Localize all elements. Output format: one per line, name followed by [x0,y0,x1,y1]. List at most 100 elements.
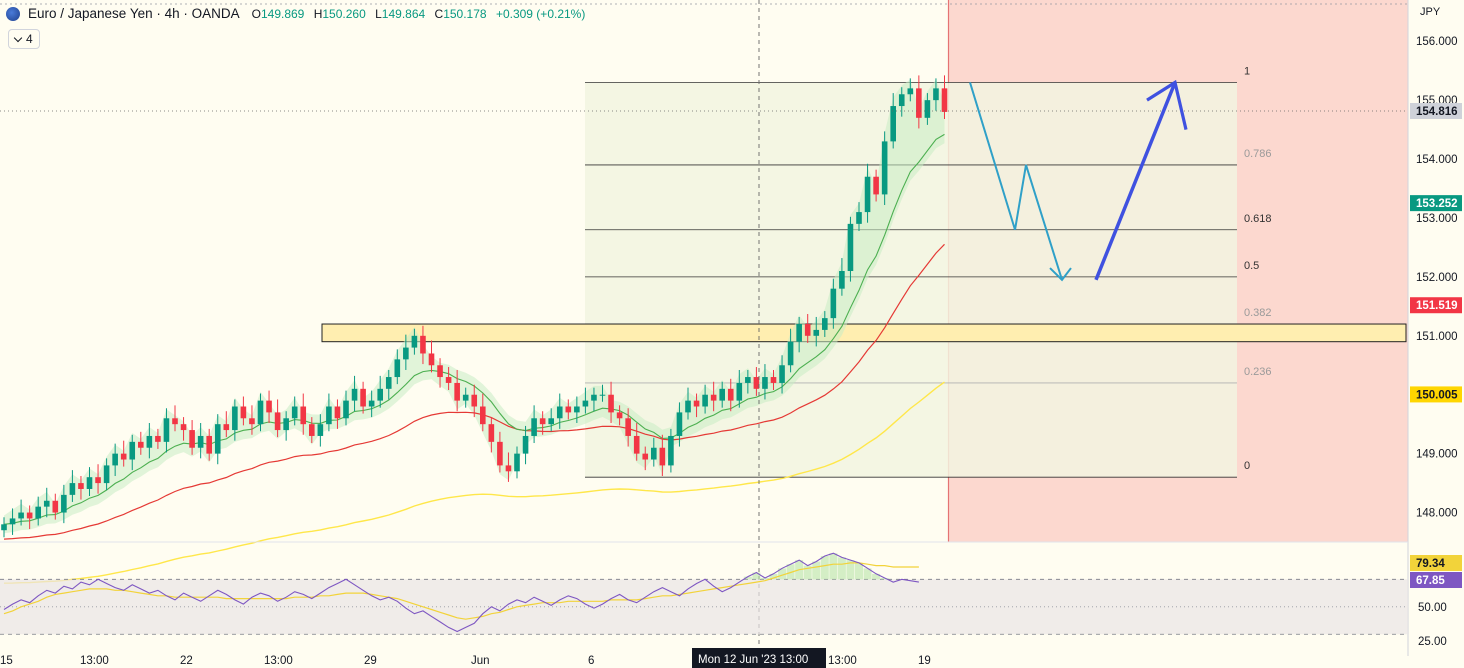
candle-body [291,406,298,419]
candle-body [787,341,794,366]
candle-body [95,477,101,484]
fib-level-label: 0.5 [1244,260,1259,272]
candle-body [257,400,264,425]
candle-body [856,212,862,224]
ema-long-price-tag: 150.005 [1416,389,1458,401]
candle-body [146,435,153,448]
candle-body [565,406,572,413]
candle-body [497,441,503,466]
time-tick-label: 13:00 [264,655,293,667]
candle-body [437,365,443,378]
candle-body [685,400,691,413]
price-tick-label: 151.000 [1416,331,1458,343]
candle-body [693,400,700,407]
candle-body [214,424,221,454]
rsi-ma-value-tag: 79.34 [1416,558,1445,570]
candle-body [890,106,896,142]
candle-body [522,435,529,454]
resistance-zone [321,323,1407,343]
candle-body [488,424,495,442]
rsi-tick-label: 25.00 [1418,636,1447,648]
candle-body [873,176,879,195]
forecast-path-up [1094,81,1177,281]
chevron-down-icon [13,33,23,42]
candle-body [300,406,307,425]
candle-body [61,494,67,513]
candle-body [471,394,478,407]
candle-body [505,465,512,472]
candle-body [326,406,332,425]
candle-body [197,435,204,448]
candle-body [351,388,358,401]
candle-body [642,453,649,460]
rsi-ma-value-tag-bg [1410,555,1462,571]
candle-body [582,400,589,407]
candle-body [172,418,178,425]
ohlc-close: 150.178 [443,6,487,21]
crosshair-time-label: Mon 12 Jun '23 13:00 [698,654,808,666]
candle-body [847,223,854,271]
time-tick-label: 19 [918,655,931,667]
candle-body [531,418,537,436]
candle-body [924,100,931,118]
candle-body [394,359,401,378]
candle-body [676,412,683,436]
symbol-title[interactable]: Euro / Japanese Yen · 4h · OANDA [28,6,240,21]
euro-flag-icon [6,6,20,21]
candle-body [933,88,939,101]
candle-body [283,418,289,431]
candle-body [574,406,580,413]
fib-level-label: 0 [1244,460,1250,472]
candle-body [830,288,837,319]
ohlc-close-key: C [434,6,444,21]
ohlc-low: 149.864 [381,6,426,21]
candle-body [35,506,41,519]
candle-body [138,441,144,448]
candle-body [659,447,666,466]
candle-body [26,512,33,519]
ohlc-low-key: L [375,6,382,21]
candle-body [839,271,845,289]
forecast-arrowhead-down [1049,267,1072,282]
candle-body [240,406,247,419]
candle-body [822,318,828,330]
fib-level-label: 0.786 [1244,148,1272,160]
price-tick-label: 149.000 [1416,449,1458,461]
time-tick-label: 15 [0,655,13,667]
time-tick-label: Jun [471,655,490,667]
candle-body [189,430,195,448]
candle-body [360,388,366,407]
candle-body [804,324,811,336]
candle-body [514,453,520,472]
candle-body [898,94,905,107]
indicator-count: 4 [26,32,33,46]
candle-body [462,394,469,401]
candle-body [881,141,888,195]
candles [1,75,948,538]
candle-body [539,418,546,425]
candle-body [736,382,743,401]
ema-short-price-tag: 153.252 [1416,198,1458,210]
candle-body [112,453,118,466]
candle-body [770,377,777,383]
fib-level-label: 1 [1244,65,1250,77]
indicators-toggle-button[interactable]: 4 [8,29,40,49]
candle-body [753,377,760,389]
candle-body [334,406,341,419]
candle-body [129,441,136,460]
time-tick-label: 29 [364,655,377,667]
rsi-ma-line [3,562,919,620]
price-tick-label: 148.000 [1416,508,1458,520]
candle-body [633,435,640,454]
ohlc-open: 149.869 [260,6,305,21]
price-tick-label: 154.000 [1416,154,1458,166]
time-tick-label: 13:00 [828,655,857,667]
candle-body [403,347,409,360]
candle-body [69,483,76,495]
candle-body [454,382,460,401]
candle-body [232,406,238,431]
crosshair-time-bg [692,648,826,668]
crosshair-price-tag: 154.816 [1416,106,1458,118]
trend-ribbon [4,79,945,534]
